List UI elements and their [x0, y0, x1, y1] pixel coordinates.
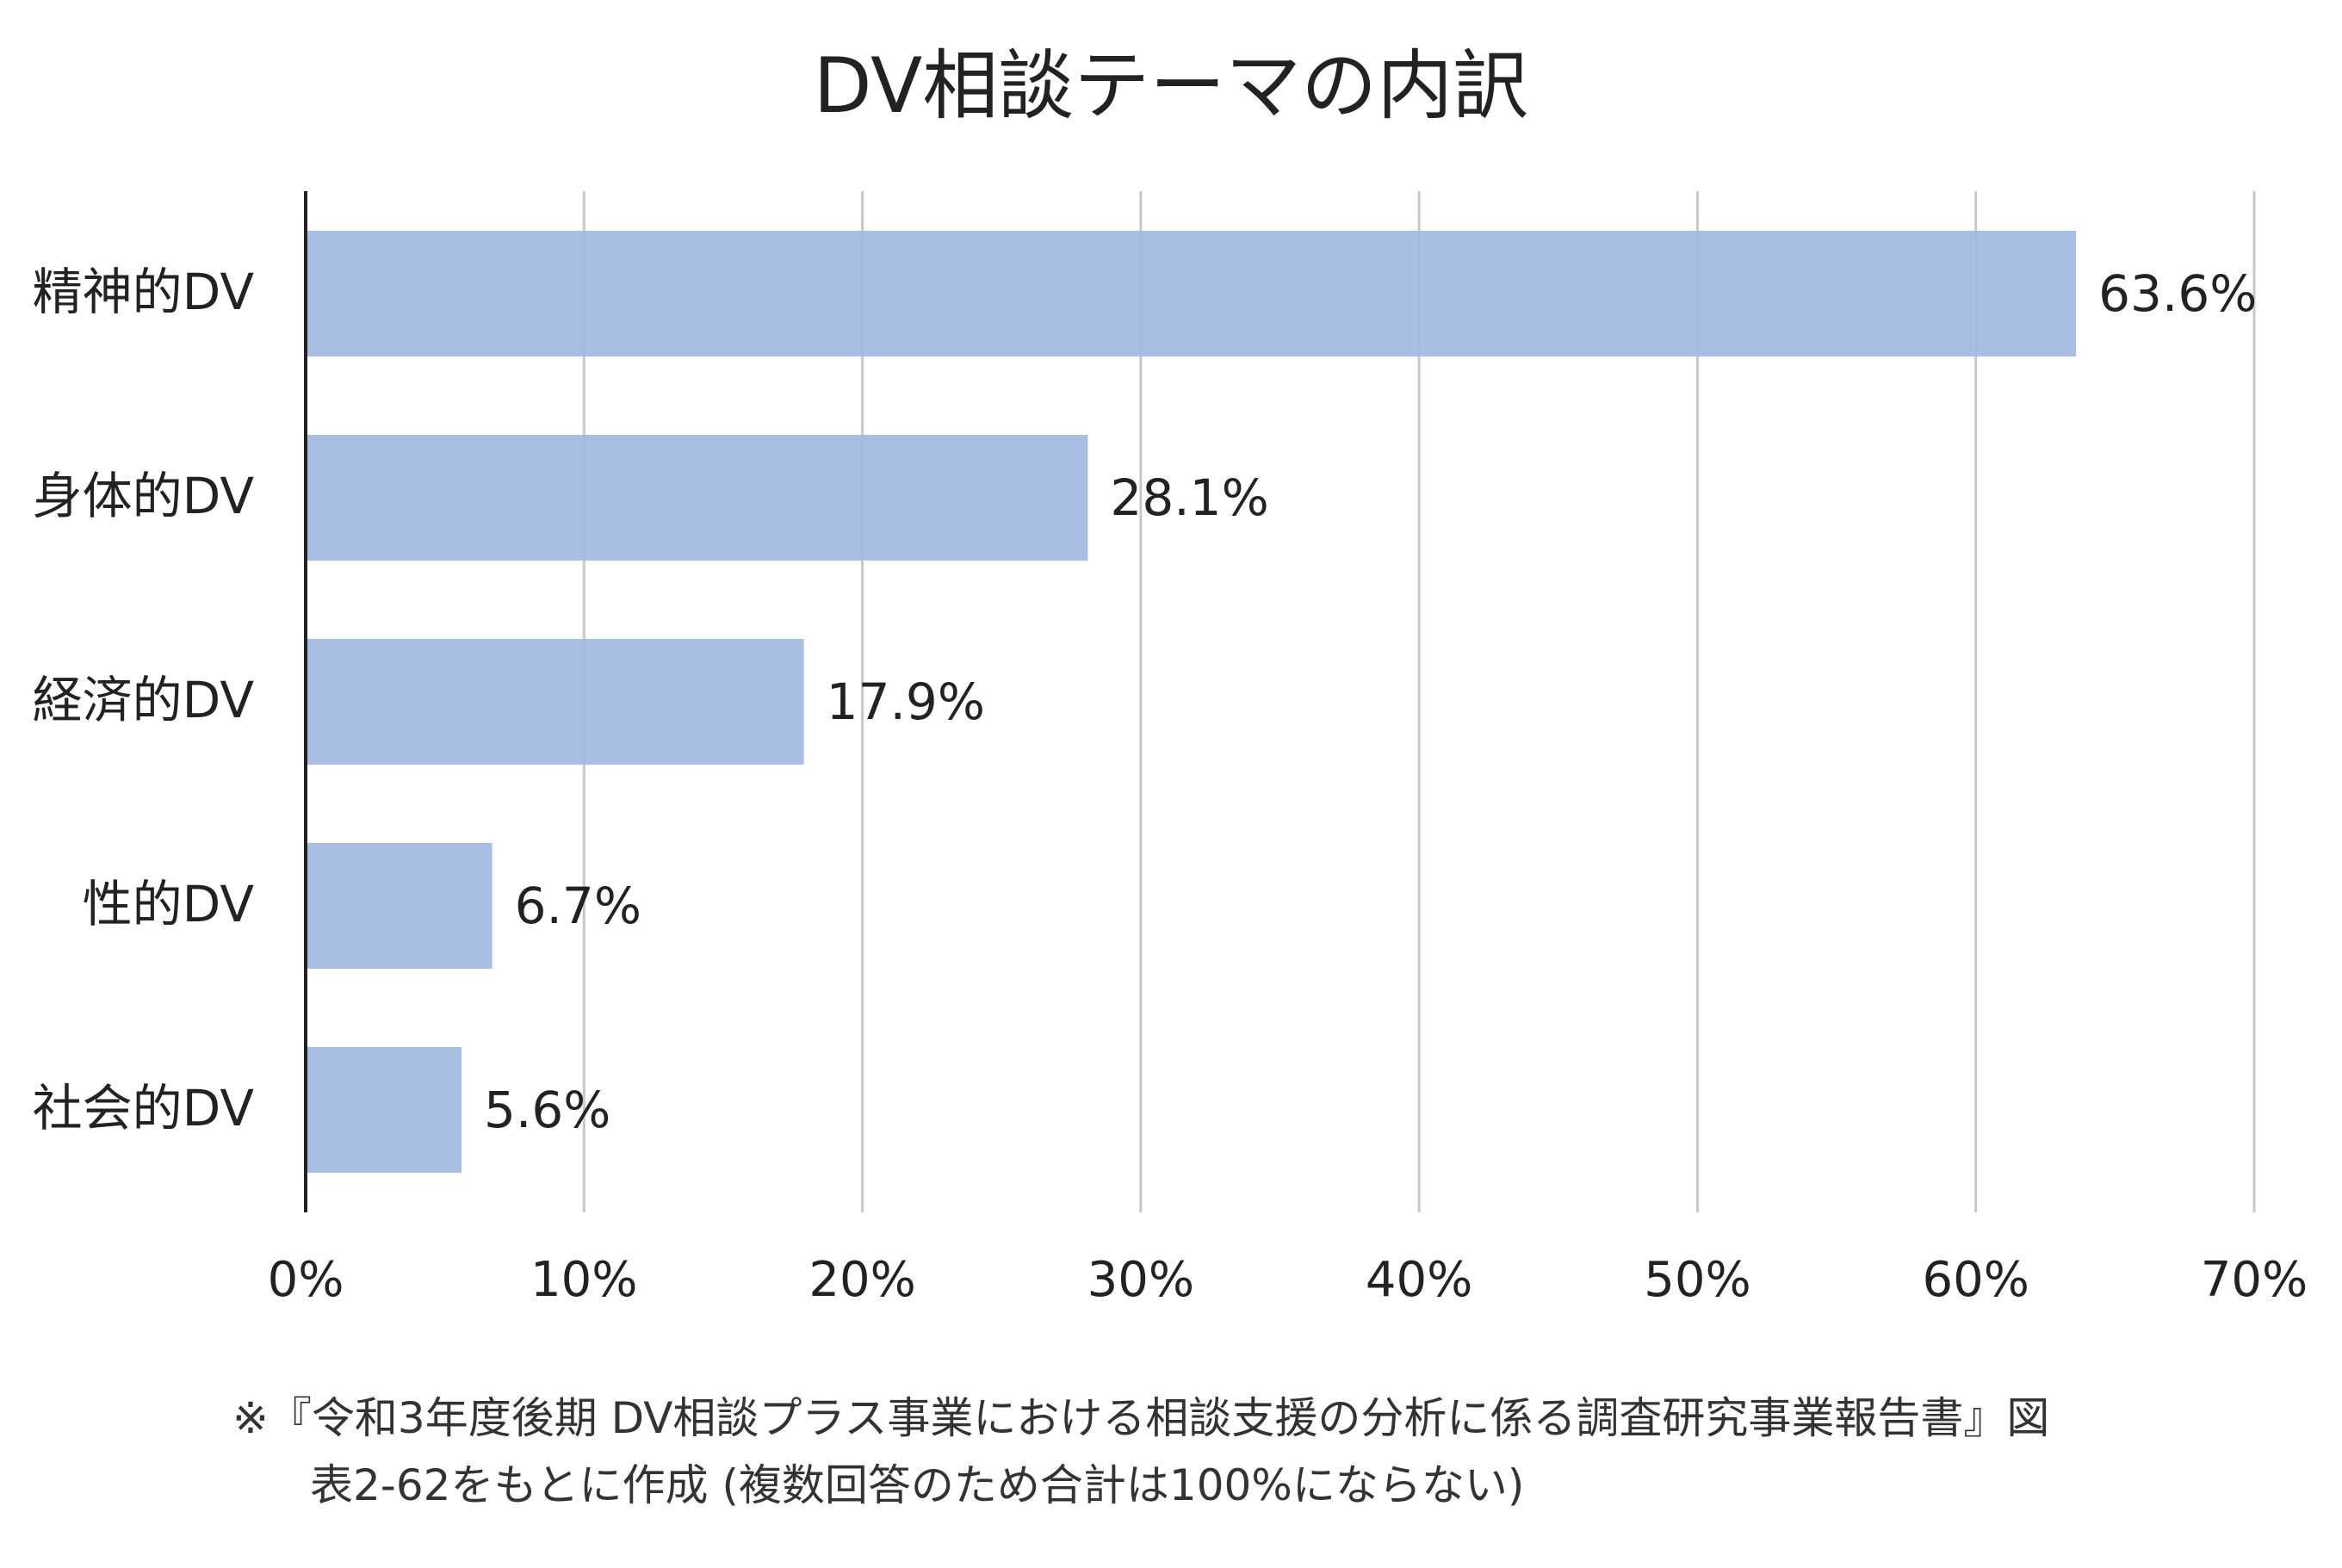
x-tick-label: 30% [1087, 1252, 1194, 1308]
footnote-line-2: 表2-62をもとに作成 (複数回答のため合計は100%にならない) [310, 1460, 1525, 1510]
value-label: 28.1% [1110, 468, 1268, 527]
x-tick-labels: 0% 10% 20% 30% 40% 50% 60% 70% [268, 1252, 2308, 1308]
bar [306, 231, 2077, 356]
category-label: 社会的DV [33, 1079, 255, 1137]
x-tick-label: 0% [268, 1252, 344, 1308]
bar [306, 843, 493, 969]
bar [306, 435, 1088, 561]
footnote-line-1: ※『令和3年度後期 DV相談プラス事業における相談支援の分析に係る調査研究事業報… [232, 1393, 2050, 1443]
grid-lines [582, 191, 2256, 1212]
category-label: 経済的DV [33, 671, 255, 729]
value-labels: 63.6% 28.1% 17.9% 6.7% 5.6% [484, 264, 2257, 1139]
bar [306, 639, 804, 765]
value-label: 63.6% [2098, 264, 2257, 323]
value-label: 6.7% [515, 877, 641, 935]
category-label: 身体的DV [33, 467, 255, 525]
x-tick-label: 40% [1366, 1252, 1472, 1308]
x-tick-label: 20% [809, 1252, 915, 1308]
value-label: 17.9% [827, 672, 985, 731]
category-label: 性的DV [83, 875, 255, 933]
bars [306, 231, 2077, 1173]
bar-chart: 63.6% 28.1% 17.9% 6.7% 5.6% 精神的DV 身体的DV 経済的DV 性… [33, 191, 2308, 1308]
category-label: 精神的DV [33, 263, 255, 321]
value-label: 5.6% [484, 1081, 610, 1139]
x-tick-label: 50% [1644, 1252, 1750, 1308]
x-tick-label: 60% [1922, 1252, 2029, 1308]
bar [306, 1047, 462, 1173]
x-tick-label: 10% [530, 1252, 637, 1308]
category-labels: 精神的DV 身体的DV 経済的DV 性的DV 社会的DV [33, 263, 255, 1137]
chart-title: DV相談テーマの内訳 [813, 41, 1529, 130]
x-tick-label: 70% [2201, 1252, 2308, 1308]
